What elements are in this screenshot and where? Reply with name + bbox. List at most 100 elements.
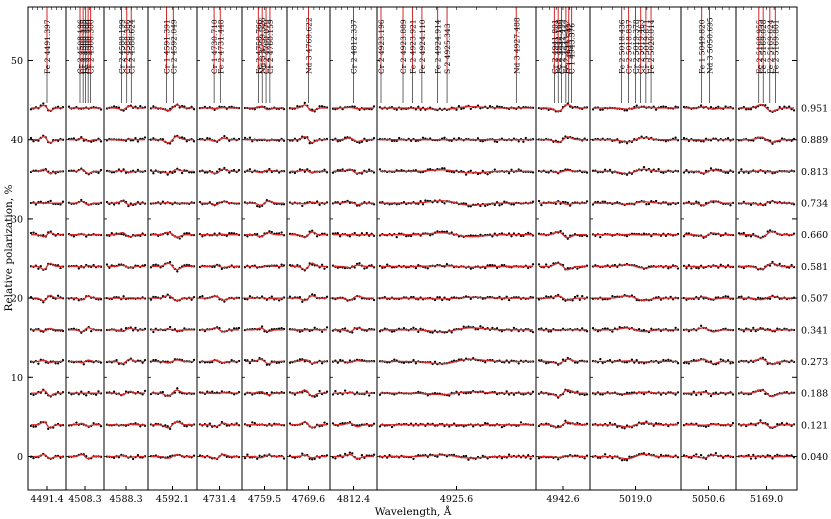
- observed-point: [395, 108, 398, 111]
- observed-point: [749, 457, 753, 460]
- model-profile: [200, 200, 239, 206]
- observed-point: [99, 425, 103, 428]
- observed-point: [343, 327, 347, 330]
- observed-point: [527, 454, 530, 457]
- model-profile: [684, 265, 733, 268]
- observed-point: [623, 109, 626, 112]
- observed-point: [82, 363, 85, 366]
- observed-point: [402, 327, 406, 330]
- observed-point: [564, 200, 567, 204]
- model-profile: [539, 169, 587, 174]
- observed-point: [712, 201, 715, 204]
- observed-point: [318, 389, 321, 393]
- observed-point: [251, 393, 254, 396]
- observed-point: [495, 327, 499, 330]
- observed-point: [143, 389, 147, 393]
- model-profile: [200, 233, 239, 236]
- observed-point: [253, 422, 256, 425]
- model-profile: [69, 137, 101, 142]
- observed-point: [667, 358, 670, 361]
- observed-point: [752, 453, 755, 457]
- observed-point: [642, 328, 646, 332]
- observed-point: [117, 168, 121, 171]
- observed-point: [601, 200, 604, 203]
- observed-point: [667, 267, 670, 270]
- observed-point: [495, 266, 499, 270]
- line-id-label: Fe 2 4924.914: [434, 19, 443, 74]
- model-profile: [31, 135, 63, 144]
- observed-point: [662, 171, 665, 174]
- observed-point: [388, 453, 391, 457]
- observed-point: [601, 393, 604, 396]
- phase-label: 0.889: [801, 135, 828, 146]
- observed-point: [507, 298, 511, 302]
- model-profile: [200, 453, 239, 460]
- observed-point: [152, 172, 155, 175]
- observed-point: [90, 329, 93, 333]
- observed-point: [764, 171, 767, 174]
- observed-point: [296, 105, 299, 108]
- observed-point: [545, 362, 548, 365]
- observed-point: [618, 141, 621, 144]
- model-profile: [333, 264, 374, 269]
- line-id-label: Cr 2 4812.337: [350, 19, 359, 74]
- observed-point: [218, 168, 221, 171]
- observed-point: [687, 330, 691, 333]
- observed-point: [709, 167, 713, 170]
- observed-point: [569, 391, 572, 394]
- line-id-label: Cr 2 5018.837: [625, 19, 634, 74]
- model-profile: [290, 389, 327, 398]
- observed-point: [34, 203, 38, 206]
- observed-point: [139, 425, 142, 428]
- x-tick-label: 4812.4: [337, 494, 370, 505]
- model-profile: [539, 295, 587, 301]
- model-profile: [31, 327, 63, 332]
- observed-point: [776, 453, 779, 456]
- observed-point: [512, 326, 516, 330]
- model-profile: [739, 230, 794, 239]
- model-profile: [69, 422, 101, 427]
- model-profile: [31, 168, 63, 175]
- line-id-label: Fe 2 4942.168: [554, 19, 563, 74]
- observed-point: [642, 232, 646, 235]
- model-profile: [69, 295, 101, 301]
- model-profile: [151, 454, 194, 459]
- observed-point: [687, 139, 691, 143]
- observed-point: [479, 107, 482, 110]
- observed-point: [745, 108, 748, 111]
- observed-point: [682, 235, 686, 238]
- observed-point: [585, 330, 589, 333]
- observed-point: [479, 325, 482, 328]
- observed-point: [726, 137, 730, 140]
- observed-point: [491, 263, 494, 267]
- observed-point: [339, 358, 342, 362]
- observed-point: [343, 452, 347, 456]
- observed-point: [659, 393, 663, 396]
- observed-point: [545, 263, 548, 266]
- observed-point: [472, 425, 475, 428]
- observed-point: [495, 140, 499, 144]
- observed-point: [161, 200, 165, 203]
- observed-point: [625, 109, 629, 112]
- observed-point: [315, 235, 319, 238]
- observed-point: [507, 453, 511, 456]
- observed-point: [72, 235, 76, 238]
- model-profile: [151, 389, 194, 397]
- observed-point: [37, 362, 40, 365]
- observed-point: [474, 328, 477, 331]
- observed-point: [778, 262, 781, 266]
- observed-point: [353, 266, 356, 269]
- model-profile: [539, 231, 587, 239]
- observed-point: [412, 457, 415, 461]
- observed-point: [360, 232, 364, 235]
- observed-point: [517, 362, 520, 365]
- observed-point: [747, 454, 750, 457]
- model-profile: [245, 454, 284, 459]
- model-profile: [245, 169, 284, 174]
- observed-point: [280, 263, 283, 266]
- observed-point: [704, 169, 708, 173]
- line-id-label: Cr 3 5019.871: [642, 19, 651, 74]
- observed-point: [180, 171, 184, 175]
- observed-point: [657, 168, 660, 171]
- line-id-label: Cr 2 4508.235: [79, 19, 88, 74]
